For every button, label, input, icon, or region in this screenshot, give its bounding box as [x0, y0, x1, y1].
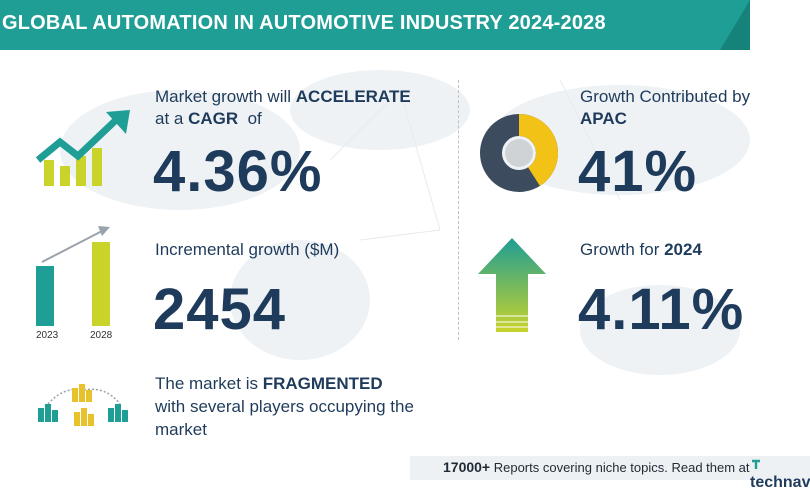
up-arrow-icon: [478, 238, 546, 332]
incremental-bars-icon: [36, 226, 110, 326]
growth-year-value: 4.11%: [578, 277, 745, 342]
growth-year-prefix: Growth for: [580, 240, 665, 259]
growth-chart-icon: [36, 110, 130, 186]
year-start-label: 2023: [36, 330, 59, 341]
footer-bar: [410, 456, 810, 480]
fragmented-word: FRAGMENTED: [262, 374, 383, 393]
incremental-value: 2454: [153, 277, 287, 342]
cagr-value: 4.36%: [153, 139, 323, 204]
section-divider: [458, 80, 459, 340]
cagr-word: CAGR: [188, 109, 239, 128]
fragmented-line2: with several players occupying the: [155, 397, 414, 416]
accelerate-word: ACCELERATE: [295, 87, 411, 106]
region-name: APAC: [580, 109, 627, 128]
cagr-label: Market growth will ACCELERATE at a CAGR …: [155, 86, 445, 130]
fragmented-players-icon: [38, 384, 128, 426]
footer-message: Reports covering niche topics. Read them…: [490, 460, 750, 475]
footer-text: 17000+ Reports covering niche topics. Re…: [443, 459, 750, 475]
report-count: 17000+: [443, 459, 491, 475]
incremental-label: Incremental growth ($M): [155, 240, 340, 259]
page-title: GLOBAL AUTOMATION IN AUTOMOTIVE INDUSTRY…: [2, 12, 606, 34]
year-end-label: 2028: [90, 330, 113, 341]
region-label-text: Growth Contributed by: [580, 87, 751, 106]
growth-year-label: Growth for 2024: [580, 239, 702, 261]
cagr-label-of: of: [238, 109, 262, 128]
fragmented-line1: The market is: [155, 374, 263, 393]
fragmented-label: The market is FRAGMENTED with several pl…: [155, 372, 455, 441]
cagr-label-line1: Market growth will: [155, 87, 296, 106]
technavio-wordmark: technav: [750, 474, 810, 491]
growth-year: 2024: [664, 240, 702, 259]
region-donut-icon: [480, 114, 558, 192]
region-value: 41%: [578, 139, 698, 204]
region-label: Growth Contributed by APAC: [580, 86, 750, 130]
cagr-label-line2: at a: [155, 109, 189, 128]
header-banner: [0, 0, 750, 50]
technavio-logo[interactable]: technav: [750, 456, 810, 492]
technavio-logo-icon: [752, 459, 760, 469]
fragmented-line3: market: [155, 420, 207, 439]
